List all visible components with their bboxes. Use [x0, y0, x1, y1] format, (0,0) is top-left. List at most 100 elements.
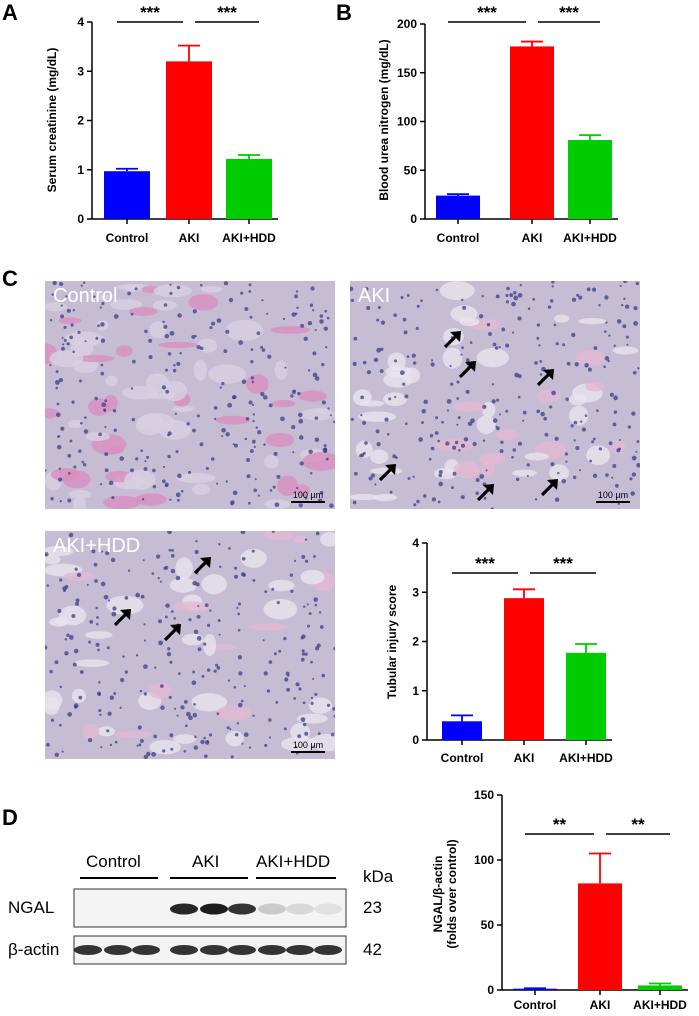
nucleus — [538, 344, 541, 347]
nucleus — [407, 476, 411, 480]
nucleus — [67, 712, 72, 717]
nucleus — [456, 380, 460, 384]
nucleus — [157, 576, 160, 580]
nucleus — [110, 557, 116, 563]
nucleus — [46, 584, 50, 587]
nucleus — [404, 422, 408, 426]
nucleus — [622, 324, 627, 329]
tubule-shape — [91, 294, 112, 301]
y-tick-label: 0 — [77, 212, 84, 226]
nucleus — [412, 475, 415, 478]
nucleus — [294, 294, 298, 299]
bar-control — [436, 195, 480, 219]
nucleus — [244, 437, 248, 441]
nucleus — [45, 552, 49, 557]
nucleus — [505, 293, 509, 297]
nucleus — [94, 396, 99, 401]
nucleus — [66, 308, 71, 313]
nucleus — [80, 421, 83, 425]
nucleus — [456, 423, 459, 426]
arrow-icon — [378, 464, 396, 482]
nucleus — [91, 549, 96, 554]
nucleus — [276, 474, 281, 479]
tubule-shape — [320, 531, 335, 547]
nucleus — [194, 335, 197, 338]
nucleus — [304, 731, 309, 736]
nucleus — [104, 425, 107, 429]
nucleus — [159, 580, 162, 583]
nucleus — [276, 601, 280, 605]
panel-letter-b: B — [336, 0, 352, 25]
nucleus — [135, 654, 139, 657]
nucleus — [297, 734, 302, 739]
nucleus — [251, 439, 256, 444]
nucleus — [304, 652, 308, 656]
blot-row-ngal-name: NGAL — [8, 898, 55, 917]
nucleus — [627, 425, 632, 429]
nucleus — [192, 670, 196, 674]
nucleus — [197, 604, 200, 608]
nucleus — [219, 565, 222, 569]
nucleus — [376, 347, 382, 353]
nucleus — [214, 417, 217, 421]
nucleus — [302, 701, 306, 705]
nucleus — [238, 340, 244, 345]
nucleus — [151, 751, 157, 757]
nucleus — [137, 725, 142, 730]
significance-label: *** — [553, 554, 573, 573]
nucleus — [319, 314, 324, 318]
nucleus — [109, 743, 113, 747]
nucleus — [304, 559, 309, 563]
nucleus — [624, 304, 630, 309]
nucleus — [167, 531, 172, 535]
nucleus — [536, 336, 540, 340]
tubule-shape — [370, 449, 389, 464]
nucleus — [74, 567, 78, 571]
nucleus — [45, 469, 47, 472]
nucleus — [216, 665, 221, 670]
nucleus — [195, 582, 200, 587]
tubule-shape — [569, 393, 586, 406]
nucleus — [264, 590, 268, 594]
y-tick-label: 50 — [404, 163, 418, 177]
significance-label: *** — [217, 3, 237, 22]
nucleus — [362, 360, 367, 365]
arrow-head — [543, 369, 554, 380]
nucleus — [571, 297, 577, 302]
tubule-shape — [536, 389, 562, 403]
nucleus — [323, 326, 328, 331]
nucleus — [445, 441, 450, 446]
nucleus — [323, 449, 328, 454]
nucleus — [58, 377, 64, 383]
nucleus — [69, 335, 73, 340]
y-tick-label: 3 — [412, 585, 419, 599]
tubule-shape — [176, 472, 216, 483]
nucleus — [505, 343, 510, 348]
nucleus — [60, 314, 65, 319]
nucleus — [109, 695, 115, 700]
nucleus — [135, 457, 139, 461]
nucleus — [623, 281, 628, 284]
nucleus — [236, 606, 239, 609]
tubule-shape — [82, 724, 100, 739]
tubule-shape — [610, 439, 626, 455]
nucleus — [271, 531, 275, 533]
nucleus — [515, 477, 520, 482]
nucleus — [635, 450, 638, 453]
blot-group-line-akihdd — [256, 877, 336, 879]
nucleus — [60, 304, 63, 307]
nucleus — [483, 496, 487, 500]
nucleus — [203, 736, 206, 740]
panel-letter-c: C — [2, 266, 18, 291]
nucleus — [144, 329, 148, 334]
tubule-shape — [294, 534, 307, 544]
tubule-shape — [309, 733, 335, 752]
nucleus — [467, 421, 473, 426]
nucleus — [237, 602, 242, 606]
nucleus — [406, 293, 410, 297]
nucleus — [450, 382, 454, 386]
nucleus — [511, 455, 514, 459]
nucleus — [170, 568, 176, 574]
nucleus — [130, 387, 134, 390]
nucleus — [498, 345, 501, 349]
